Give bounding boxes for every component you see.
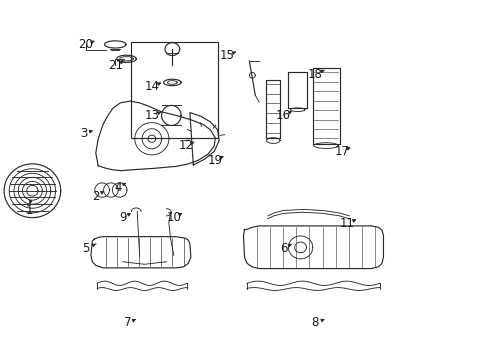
Text: 4: 4 (114, 181, 121, 194)
Text: 1: 1 (25, 204, 33, 217)
Text: 12: 12 (178, 139, 193, 152)
Text: 14: 14 (144, 80, 159, 93)
Text: 6: 6 (279, 242, 286, 255)
Text: 20: 20 (79, 38, 93, 51)
Text: 2: 2 (92, 190, 100, 203)
Text: 8: 8 (311, 316, 318, 329)
Text: 3: 3 (80, 127, 87, 140)
Text: 11: 11 (339, 216, 354, 230)
Text: 18: 18 (307, 68, 322, 81)
Text: 19: 19 (207, 154, 223, 167)
Text: 9: 9 (119, 211, 126, 224)
Text: 7: 7 (123, 316, 131, 329)
Text: 10: 10 (166, 211, 181, 224)
Text: 21: 21 (107, 59, 122, 72)
Bar (131, 42, 217, 138)
Text: 5: 5 (82, 242, 89, 255)
Text: 15: 15 (220, 49, 234, 62)
Text: 13: 13 (144, 109, 159, 122)
Text: 16: 16 (275, 109, 290, 122)
Text: 17: 17 (334, 145, 349, 158)
